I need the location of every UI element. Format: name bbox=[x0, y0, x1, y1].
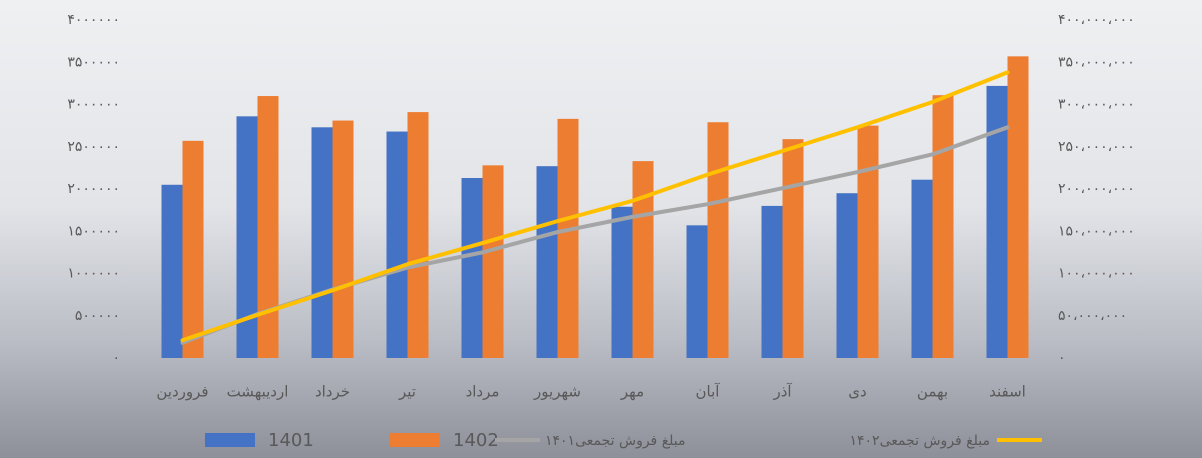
bar bbox=[1008, 56, 1029, 358]
chart: ۰ ۵۰۰۰۰۰ ۱۰۰۰۰۰۰ ۱۵۰۰۰۰۰ ۲۰۰۰۰۰۰ ۲۵۰۰۰۰۰ ۳۰۰۰۰… bbox=[0, 0, 1202, 458]
y-tick-label: ۲۵۰۰۰۰۰ bbox=[67, 139, 120, 155]
line bbox=[183, 127, 1008, 342]
x-tick-label: شهریور bbox=[533, 383, 581, 401]
bar bbox=[612, 207, 633, 358]
bar bbox=[162, 185, 183, 358]
y2-tick-label: ۱۰۰،۰۰۰،۰۰۰ bbox=[1058, 266, 1135, 282]
y2-tick-label: ۳۰۰،۰۰۰،۰۰۰ bbox=[1058, 97, 1135, 113]
bar bbox=[858, 126, 879, 358]
y2-tick-label: ۲۰۰،۰۰۰،۰۰۰ bbox=[1058, 181, 1135, 197]
y2-tick-label: ۴۰۰،۰۰۰،۰۰۰ bbox=[1058, 12, 1135, 28]
y2-tick-label: ۰ bbox=[1058, 350, 1066, 366]
line bbox=[183, 72, 1008, 340]
legend-label: مبلغ فروش تجمعی۱۴۰۲ bbox=[849, 433, 990, 449]
y-tick-label: ۵۰۰۰۰۰ bbox=[75, 308, 120, 324]
bar bbox=[783, 139, 804, 358]
y-tick-label: ۰ bbox=[112, 350, 120, 366]
bar bbox=[537, 166, 558, 358]
bar bbox=[483, 165, 504, 358]
legend-swatch bbox=[205, 433, 255, 447]
y2-tick-label: ۳۵۰،۰۰۰،۰۰۰ bbox=[1058, 54, 1135, 70]
x-tick-label: اسفند bbox=[989, 383, 1026, 401]
x-tick-label: آذر bbox=[772, 383, 792, 401]
bar bbox=[408, 112, 429, 358]
bar bbox=[333, 121, 354, 358]
y-tick-label: ۱۵۰۰۰۰۰ bbox=[67, 223, 120, 239]
y2-tick-label: ۱۵۰،۰۰۰،۰۰۰ bbox=[1058, 223, 1135, 239]
x-tick-label: آبان bbox=[696, 383, 721, 401]
x-tick-label: دی bbox=[848, 383, 866, 401]
y-tick-label: ۲۰۰۰۰۰۰ bbox=[67, 181, 120, 197]
bar bbox=[633, 161, 654, 358]
x-tick-label: فروردین bbox=[156, 383, 208, 401]
x-tick-label: مهر bbox=[620, 383, 644, 401]
x-tick-label: مرداد bbox=[466, 383, 500, 401]
bar bbox=[687, 225, 708, 358]
bar bbox=[933, 95, 954, 358]
bar bbox=[708, 122, 729, 358]
bar bbox=[258, 96, 279, 358]
y2-tick-label: ۲۵۰،۰۰۰،۰۰۰ bbox=[1058, 139, 1135, 155]
bar bbox=[837, 193, 858, 358]
legend-swatch bbox=[390, 433, 440, 447]
bar bbox=[387, 132, 408, 358]
x-tick-label: بهمن bbox=[917, 383, 948, 401]
x-tick-label: اردیبهشت bbox=[227, 383, 289, 401]
legend-label: 1401 bbox=[268, 430, 314, 451]
bar bbox=[558, 119, 579, 358]
bar bbox=[762, 206, 783, 358]
legend-label: 1402 bbox=[453, 430, 499, 451]
bar bbox=[183, 141, 204, 358]
bar bbox=[462, 178, 483, 358]
legend-label: مبلغ فروش تجمعی۱۴۰۱ bbox=[545, 433, 686, 449]
y-tick-label: ۳۰۰۰۰۰۰ bbox=[67, 97, 120, 113]
y-tick-label: ۴۰۰۰۰۰۰ bbox=[67, 12, 120, 28]
bar bbox=[912, 180, 933, 358]
y-tick-label: ۳۵۰۰۰۰۰ bbox=[67, 54, 120, 70]
bar bbox=[312, 127, 333, 358]
y-tick-label: ۱۰۰۰۰۰۰ bbox=[67, 266, 120, 282]
x-tick-label: تیر bbox=[398, 383, 416, 401]
y2-tick-label: ۵۰،۰۰۰،۰۰۰ bbox=[1058, 308, 1127, 324]
x-tick-label: خرداد bbox=[315, 383, 350, 401]
